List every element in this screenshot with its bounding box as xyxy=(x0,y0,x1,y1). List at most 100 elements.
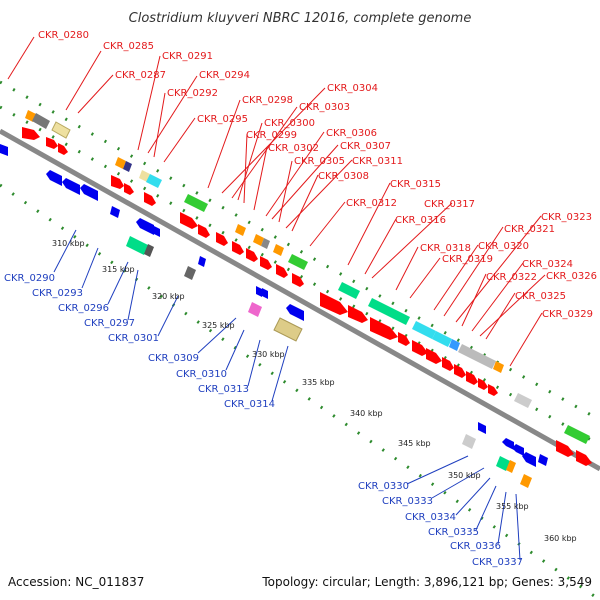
feature-box-cyan[interactable] xyxy=(412,321,436,339)
gene-label[interactable]: CKR_0319 xyxy=(442,254,493,265)
gene-label[interactable]: CKR_0326 xyxy=(546,271,597,282)
gene-label[interactable]: CKR_0314 xyxy=(224,399,275,410)
gene-label[interactable]: CKR_0290 xyxy=(4,273,55,284)
forward-gene-arrow[interactable] xyxy=(276,264,288,278)
gene-label[interactable]: CKR_0335 xyxy=(428,527,479,538)
forward-gene-arrow[interactable] xyxy=(442,357,454,371)
gene-label[interactable]: CKR_0318 xyxy=(420,243,471,254)
forward-gene-arrow[interactable] xyxy=(260,256,272,270)
gene-label[interactable]: CKR_0293 xyxy=(32,288,83,299)
reverse-gene-arrow[interactable] xyxy=(262,288,268,299)
reverse-gene-arrow[interactable] xyxy=(502,438,514,450)
reverse-gene-arrow[interactable] xyxy=(538,454,548,466)
gene-label[interactable]: CKR_0291 xyxy=(162,51,213,62)
gene-label[interactable]: CKR_0317 xyxy=(424,199,475,210)
feature-box-orange[interactable] xyxy=(506,460,516,473)
forward-gene-arrow[interactable] xyxy=(144,192,156,206)
forward-gene-arrow[interactable] xyxy=(488,384,498,396)
gene-label[interactable]: CKR_0309 xyxy=(148,353,199,364)
forward-gene-arrow[interactable] xyxy=(370,317,398,340)
feature-box-green[interactable] xyxy=(288,254,308,270)
forward-gene-arrow[interactable] xyxy=(398,332,410,346)
gene-label[interactable]: CKR_0333 xyxy=(382,496,433,507)
gene-label[interactable]: CKR_0299 xyxy=(246,130,297,141)
reverse-gene-arrow[interactable] xyxy=(512,444,524,456)
gene-label[interactable]: CKR_0285 xyxy=(103,41,154,52)
gene-label[interactable]: CKR_0280 xyxy=(38,30,89,41)
gene-label[interactable]: CKR_0307 xyxy=(340,141,391,152)
feature-box-blue[interactable] xyxy=(449,339,460,351)
feature-box-green[interactable] xyxy=(126,236,148,255)
feature-box-orange[interactable] xyxy=(273,244,284,256)
forward-gene-arrow[interactable] xyxy=(198,224,210,238)
forward-gene-arrow[interactable] xyxy=(46,137,58,149)
forward-gene-arrow[interactable] xyxy=(454,364,466,378)
forward-gene-arrow[interactable] xyxy=(576,450,592,466)
forward-gene-arrow[interactable] xyxy=(111,175,124,189)
forward-gene-arrow[interactable] xyxy=(292,273,304,287)
gene-label[interactable]: CKR_0330 xyxy=(358,481,409,492)
reverse-gene-arrow[interactable] xyxy=(62,178,80,195)
gene-label[interactable]: CKR_0324 xyxy=(522,259,573,270)
feature-box-silver[interactable] xyxy=(458,344,496,369)
reverse-gene-arrow[interactable] xyxy=(80,184,98,201)
feature-box-cyan[interactable] xyxy=(146,174,162,188)
reverse-gene-arrow[interactable] xyxy=(522,452,536,467)
gene-label[interactable]: CKR_0304 xyxy=(327,83,378,94)
feature-box-green[interactable] xyxy=(496,456,510,471)
forward-gene-arrow[interactable] xyxy=(478,378,488,390)
reverse-gene-arrow[interactable] xyxy=(154,226,160,237)
forward-gene-arrow[interactable] xyxy=(216,232,228,246)
reverse-gene-arrow[interactable] xyxy=(46,170,62,186)
feature-box-orange[interactable] xyxy=(235,224,246,236)
feature-box-tan[interactable] xyxy=(139,170,150,182)
feature-box-cyan[interactable] xyxy=(432,331,452,347)
forward-gene-arrow[interactable] xyxy=(556,440,574,457)
forward-gene-arrow[interactable] xyxy=(58,143,68,155)
gene-label[interactable]: CKR_0292 xyxy=(167,88,218,99)
gene-label[interactable]: CKR_0302 xyxy=(268,143,319,154)
gene-label[interactable]: CKR_0300 xyxy=(264,118,315,129)
reverse-gene-arrow[interactable] xyxy=(478,422,486,434)
gene-label[interactable]: CKR_0308 xyxy=(318,171,369,182)
gene-label[interactable]: CKR_0296 xyxy=(58,303,109,314)
gene-label[interactable]: CKR_0298 xyxy=(242,95,293,106)
feature-box-orange[interactable] xyxy=(253,234,264,246)
gene-label[interactable]: CKR_0311 xyxy=(352,156,403,167)
gene-label[interactable]: CKR_0312 xyxy=(346,198,397,209)
gene-label[interactable]: CKR_0294 xyxy=(199,70,250,81)
forward-gene-arrow[interactable] xyxy=(412,340,428,356)
gene-label[interactable]: CKR_0334 xyxy=(405,512,456,523)
gene-label[interactable]: CKR_0310 xyxy=(176,369,227,380)
forward-gene-arrow[interactable] xyxy=(246,248,258,262)
gene-label[interactable]: CKR_0301 xyxy=(108,333,159,344)
reverse-gene-arrow[interactable] xyxy=(136,218,154,235)
feature-box-green[interactable] xyxy=(368,298,410,325)
reverse-gene-arrow[interactable] xyxy=(110,206,120,218)
feature-box-green[interactable] xyxy=(184,194,208,212)
forward-gene-arrow[interactable] xyxy=(232,241,244,255)
forward-gene-arrow[interactable] xyxy=(426,348,442,364)
gene-label[interactable]: CKR_0313 xyxy=(198,384,249,395)
forward-gene-arrow[interactable] xyxy=(320,292,348,315)
reverse-gene-arrow[interactable] xyxy=(198,256,206,267)
gene-label[interactable]: CKR_0320 xyxy=(478,241,529,252)
feature-box-tan[interactable] xyxy=(273,317,303,342)
feature-box-gray[interactable] xyxy=(144,244,154,257)
gene-label[interactable]: CKR_0315 xyxy=(390,179,441,190)
feature-box-tan[interactable] xyxy=(51,121,71,139)
feature-box-orange[interactable] xyxy=(520,474,532,488)
gene-label[interactable]: CKR_0323 xyxy=(541,212,592,223)
forward-gene-arrow[interactable] xyxy=(22,127,40,140)
forward-gene-arrow[interactable] xyxy=(348,305,368,323)
reverse-gene-arrow[interactable] xyxy=(256,286,262,297)
reverse-gene-arrow[interactable] xyxy=(286,304,304,321)
feature-box-pink[interactable] xyxy=(248,302,262,317)
forward-gene-arrow[interactable] xyxy=(124,183,134,195)
gene-label[interactable]: CKR_0303 xyxy=(299,102,350,113)
gene-label[interactable]: CKR_0297 xyxy=(84,318,135,329)
feature-box-orange[interactable] xyxy=(115,157,126,169)
feature-box-gray[interactable] xyxy=(32,113,50,129)
feature-box-navy[interactable] xyxy=(123,161,132,172)
gene-label[interactable]: CKR_0329 xyxy=(542,309,593,320)
